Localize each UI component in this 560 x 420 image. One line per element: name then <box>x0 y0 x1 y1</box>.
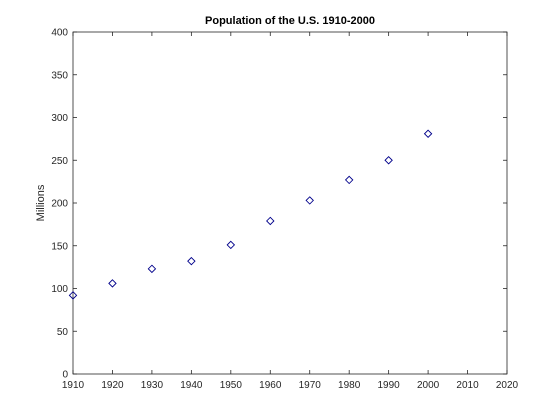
data-points <box>68 129 433 300</box>
x-tick-label: 1940 <box>180 380 203 391</box>
x-tick-label: 1980 <box>338 380 361 391</box>
x-axis: 1910 1920 1930 1940 1950 1960 1970 1980 1990 2000… <box>62 32 519 391</box>
data-point <box>305 196 314 205</box>
x-tick-label: 1990 <box>378 380 401 391</box>
data-point <box>384 156 393 165</box>
data-point <box>187 256 196 266</box>
x-tick-label: 1910 <box>62 380 85 391</box>
y-tick-label: 300 <box>51 113 68 124</box>
data-point <box>423 129 433 138</box>
plot-area <box>72 31 508 375</box>
data-point <box>108 279 117 288</box>
chart-title: Population of the U.S. 1910-2000 <box>205 15 375 27</box>
data-point <box>147 264 157 274</box>
data-point <box>68 291 78 300</box>
y-tick-label: 50 <box>57 327 69 338</box>
x-tick-label: 2010 <box>456 380 479 391</box>
y-tick-label: 100 <box>51 284 68 295</box>
x-tick-label: 1920 <box>101 380 124 391</box>
y-tick-label: 200 <box>51 199 68 210</box>
x-tick-label: 1950 <box>220 380 243 391</box>
data-point <box>344 175 354 185</box>
y-tick-label: 400 <box>51 28 68 39</box>
x-tick-label: 2000 <box>417 380 440 391</box>
y-tick-label: 350 <box>51 70 68 81</box>
y-axis-label: Millions <box>35 184 47 221</box>
y-tick-label: 250 <box>51 156 68 167</box>
y-tick-label: 0 <box>62 370 68 381</box>
x-tick-label: 1970 <box>299 380 322 391</box>
data-point <box>226 240 236 250</box>
x-tick-label: 2020 <box>496 380 519 391</box>
data-point <box>266 216 275 226</box>
x-tick-label: 1930 <box>141 380 164 391</box>
y-axis: 0 50 100 150 200 250 300 350 400 <box>51 28 507 381</box>
y-tick-label: 150 <box>51 241 68 252</box>
x-tick-label: 1960 <box>259 380 282 391</box>
